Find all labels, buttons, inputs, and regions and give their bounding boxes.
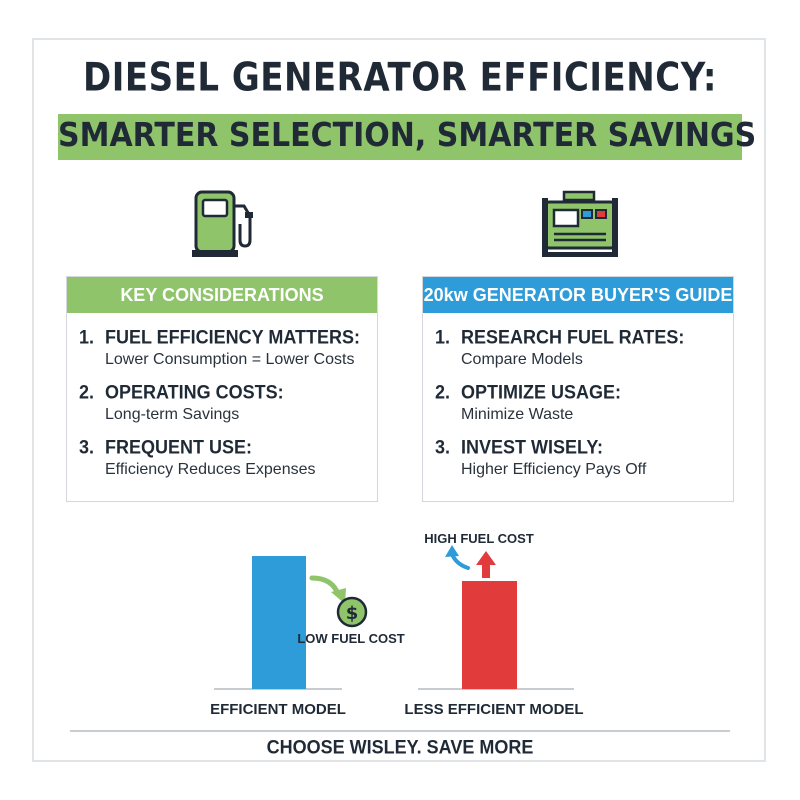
item-number: 2.: [79, 381, 95, 403]
item-title: FUEL EFFICIENCY MATTERS:: [105, 326, 361, 348]
item-description: Long-term Savings: [105, 406, 240, 423]
fuel-cost-comparison: $ LOW FUEL COST HIGH FUEL COST EFFICIENT…: [210, 531, 584, 718]
item-number: 2.: [435, 381, 451, 403]
item-title: RESEARCH FUEL RATES:: [461, 326, 685, 348]
high-fuel-cost-label: HIGH FUEL COST: [424, 531, 534, 546]
efficient-model-bar: [252, 556, 306, 689]
item-title: INVEST WISELY:: [461, 436, 604, 458]
efficient-model-label: EFFICIENT MODEL: [210, 701, 346, 718]
item-title: FREQUENT USE:: [105, 436, 253, 458]
footer-divider: [70, 730, 730, 732]
key-considerations-panel: KEY CONSIDERATIONS 1. FUEL EFFICIENCY MAT…: [66, 276, 378, 502]
less-efficient-model-bar: [462, 581, 517, 689]
item-description: Compare Models: [461, 351, 583, 368]
list-item: 3. FREQUENT USE: Efficiency Reduces Expen…: [79, 436, 377, 479]
item-number: 3.: [79, 436, 95, 458]
item-description: Minimize Waste: [461, 406, 574, 423]
fuel-pump-icon: [192, 190, 253, 257]
buyers-guide-header: 20kw GENERATOR BUYER'S GUIDE: [423, 277, 733, 313]
list-item: 3. INVEST WISELY: Higher Efficiency Pays …: [435, 436, 733, 479]
item-title: OPERATING COSTS:: [105, 381, 284, 403]
low-fuel-cost-label: LOW FUEL COST: [297, 631, 404, 646]
item-number: 1.: [79, 326, 95, 348]
key-considerations-header: KEY CONSIDERATIONS: [67, 277, 377, 313]
item-title: OPTIMIZE USAGE:: [461, 381, 622, 403]
blue-arrowhead: [445, 545, 459, 557]
dollar-coin-icon: $: [336, 596, 368, 628]
green-arrowhead: [331, 588, 346, 604]
item-description: Efficiency Reduces Expenses: [105, 461, 316, 478]
item-description: Higher Efficiency Pays Off: [461, 461, 647, 478]
svg-text:$: $: [346, 603, 359, 624]
list-item: 2. OPERATING COSTS: Long-term Savings: [79, 381, 377, 424]
list-item: 2. OPTIMIZE USAGE: Minimize Waste: [435, 381, 733, 424]
subtitle-banner: [58, 114, 742, 160]
item-description: Lower Consumption = Lower Costs: [105, 351, 355, 368]
buyers-guide-panel: 20kw GENERATOR BUYER'S GUIDE 1. RESEARCH …: [422, 276, 734, 502]
item-number: 1.: [435, 326, 451, 348]
generator-icon: [542, 190, 618, 257]
footer-tagline: CHOOSE WISLEY. SAVE MORE: [266, 735, 534, 758]
list-item: 1. FUEL EFFICIENCY MATTERS: Lower Consump…: [79, 326, 377, 369]
list-item: 1. RESEARCH FUEL RATES: Compare Models: [435, 326, 733, 369]
less-efficient-model-label: LESS EFFICIENT MODEL: [404, 701, 583, 718]
page-subtitle: SMARTER SELECTION, SMARTER SAVINGS: [58, 116, 757, 155]
page-title: DIESEL GENERATOR EFFICIENCY:: [83, 55, 717, 101]
item-number: 3.: [435, 436, 451, 458]
red-up-arrow-icon: [476, 551, 496, 578]
